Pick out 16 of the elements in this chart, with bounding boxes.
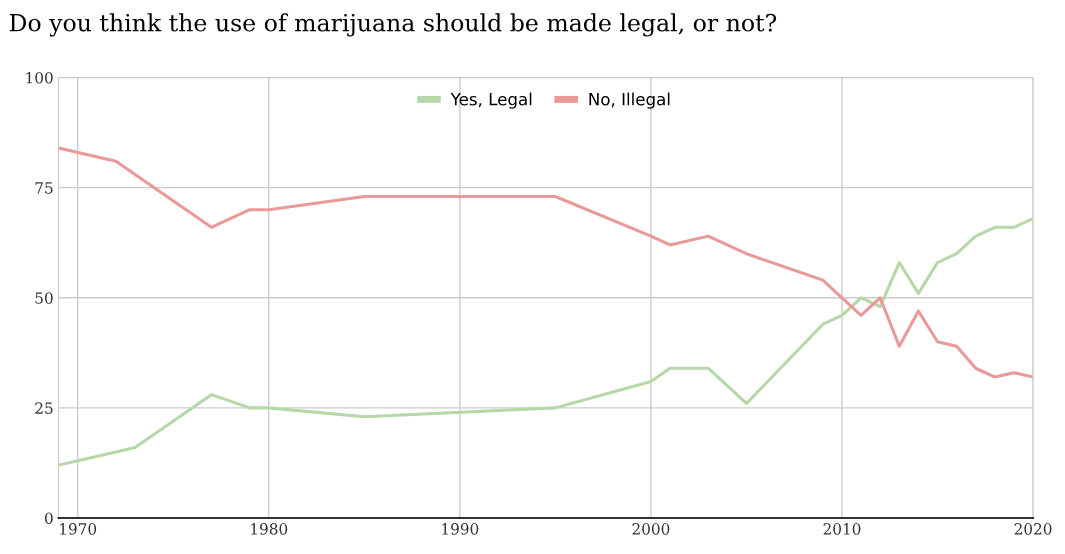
- x-tick-label: 1990: [442, 523, 479, 535]
- x-tick-label: 1970: [60, 523, 97, 535]
- x-tick-label: 1980: [251, 523, 288, 535]
- line-series: [58, 216, 1034, 467]
- line-series: [58, 146, 1034, 379]
- y-tick-label: 50: [35, 292, 53, 304]
- chart-title: Do you think the use of marijuana should be made legal, or not?: [9, 13, 777, 37]
- x-tick-label: 2010: [823, 523, 861, 535]
- y-tick-label: 0: [45, 512, 53, 525]
- legend-label: Yes, Legal: [450, 92, 532, 109]
- x-tick-label: 2020: [1014, 523, 1052, 535]
- y-tick-label: 25: [35, 402, 53, 414]
- y-tick-label: 100: [26, 72, 53, 84]
- legend-label: No, Illegal: [589, 92, 670, 109]
- y-tick-label: 75: [35, 182, 53, 194]
- x-tick-label: 2000: [632, 523, 670, 535]
